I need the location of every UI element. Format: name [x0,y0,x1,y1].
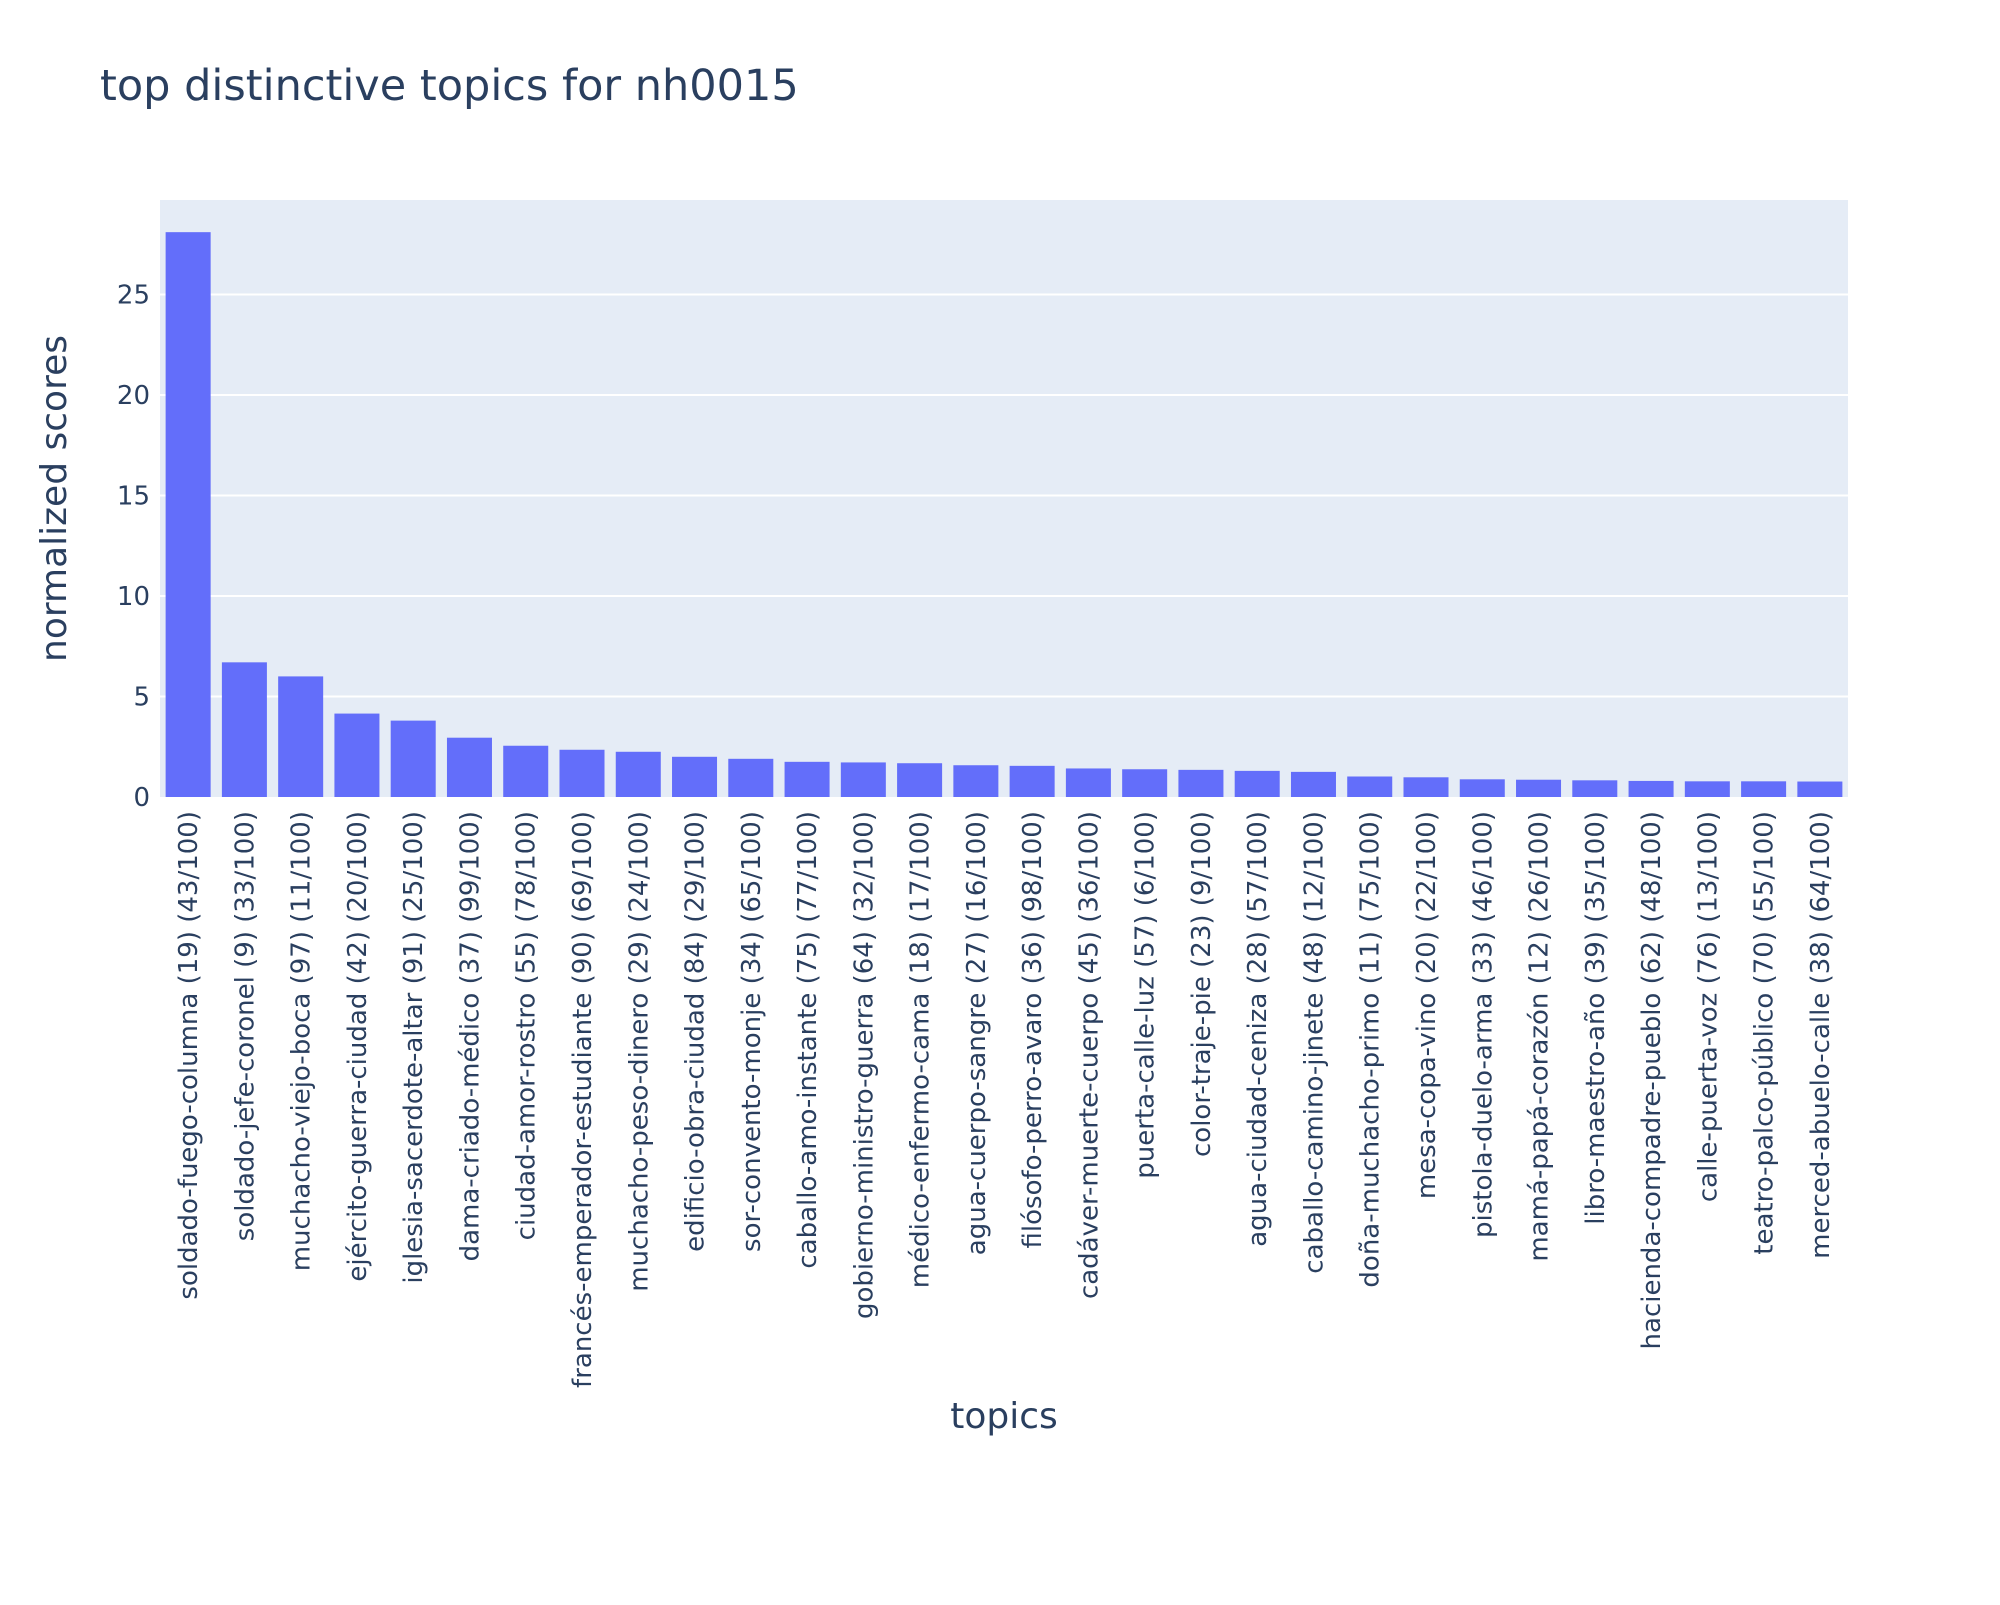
bar [1234,770,1280,797]
bar [278,676,324,797]
bar [728,758,774,797]
bar [615,751,661,797]
x-tick-label: pistola-duelo-arma (33) (46/100) [1468,811,1498,1238]
x-tick-label: filósofo-perro-avaro (36) (98/100) [1018,811,1048,1248]
bar [503,745,549,797]
x-tick-label: dama-criado-médico (37) (99/100) [455,811,485,1261]
x-tick-label: puerta-calle-luz (57) (6/100) [1131,811,1161,1179]
x-tick-label: libro-maestro-año (39) (35/100) [1581,811,1611,1225]
x-tick-label: edificio-obra-ciudad (84) (29/100) [681,811,711,1252]
x-axis-title: topics [950,1396,1058,1437]
y-axis-title: normalized scores [34,335,75,662]
y-tick-label: 15 [117,481,150,511]
bar [1572,780,1618,797]
x-tick-label: mamá-papá-corazón (12) (26/100) [1525,811,1555,1262]
gridlines [160,293,1848,698]
bar [1516,779,1562,797]
x-tick-label: soldado-fuego-columna (19) (43/100) [174,811,204,1300]
x-tick-label: francés-emperador-estudiante (90) (69/10… [568,811,598,1388]
x-tick-label: hacienda-compadre-pueblo (62) (48/100) [1637,811,1667,1349]
bar [1347,776,1393,797]
x-tick-label: mesa-copa-vino (20) (22/100) [1412,811,1442,1199]
bar [840,762,886,797]
bar [165,232,211,797]
bar [1797,781,1843,797]
y-tick-label: 25 [117,280,150,310]
bars [165,232,1843,797]
y-tick-label: 20 [117,381,150,411]
x-tick-label: gobierno-ministro-guerra (64) (32/100) [849,811,879,1319]
x-tick-label: sor-convento-monje (34) (65/100) [737,811,767,1252]
bar [672,756,718,797]
bar [1065,768,1111,797]
x-tick-label: calle-puerta-voz (76) (13/100) [1693,811,1723,1202]
bar [1684,781,1730,797]
x-tick-label: caballo-camino-jinete (48) (12/100) [1299,811,1329,1274]
y-tick-label: 10 [117,582,150,612]
x-tick-label: color-traje-pie (23) (9/100) [1187,811,1217,1157]
x-tick-label: doña-muchacho-primo (11) (75/100) [1356,811,1386,1288]
x-tick-label: agua-cuerpo-sangre (27) (16/100) [962,811,992,1255]
bar [1009,765,1055,797]
chart-title: top distinctive topics for nh0015 [100,61,799,111]
bar [390,720,436,797]
x-tick-label: muchacho-viejo-boca (97) (11/100) [287,811,317,1271]
bar [784,761,830,797]
x-tick-label: ejército-guerra-ciudad (42) (20/100) [343,811,373,1282]
bar [1178,769,1224,797]
bar [221,662,267,797]
bar [446,737,492,797]
y-tick-label: 0 [133,783,150,813]
bar [559,749,605,797]
x-tick-label: caballo-amo-instante (75) (77/100) [793,811,823,1269]
bar [1290,771,1336,797]
x-tick-label: cadáver-muerte-cuerpo (45) (36/100) [1074,811,1104,1299]
bar [334,713,380,797]
bar [897,763,943,797]
bar [1459,779,1505,797]
bar [1628,780,1674,797]
plot-area [160,200,1848,797]
x-tick-label: ciudad-amor-rostro (55) (78/100) [512,811,542,1240]
x-tick-label: merced-abuelo-calle (38) (64/100) [1806,811,1836,1259]
x-tick-label: agua-ciudad-ceniza (28) (57/100) [1243,811,1273,1247]
bar [1403,777,1449,797]
y-tick-labels: 0 5 10 15 20 25 [117,280,150,813]
x-tick-label: médico-enfermo-cama (18) (17/100) [906,811,936,1288]
bar [1122,769,1168,797]
bar [953,765,999,797]
x-tick-label: muchacho-peso-dinero (29) (24/100) [624,811,654,1292]
x-tick-label: teatro-palco-público (70) (55/100) [1750,811,1780,1255]
y-tick-label: 5 [133,682,150,712]
bar [1741,781,1787,797]
x-tick-label: soldado-jefe-coronel (9) (33/100) [230,811,260,1241]
x-tick-label: iglesia-sacerdote-altar (91) (25/100) [399,811,429,1284]
x-tick-labels: soldado-fuego-columna (19) (43/100) solda… [174,811,1836,1388]
